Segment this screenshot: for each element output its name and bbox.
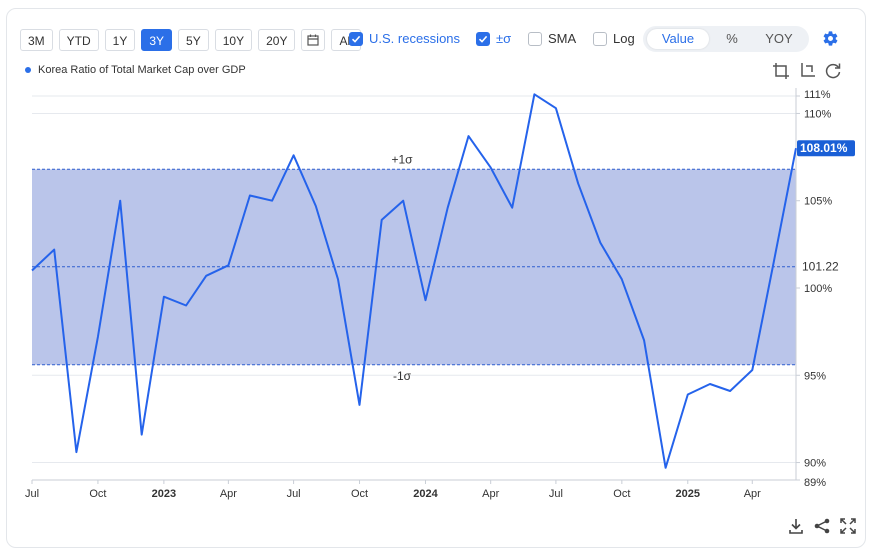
legend-series-name: Korea Ratio of Total Market Cap over GDP <box>38 64 246 76</box>
range-button-10y[interactable]: 10Y <box>214 29 253 51</box>
mode-percent-option[interactable]: % <box>726 31 738 46</box>
sma-checkbox[interactable]: SMA <box>528 31 576 46</box>
chart-tools <box>764 62 842 80</box>
mode-selector: Value % YOY <box>643 26 809 52</box>
range-button-3m[interactable]: 3M <box>20 29 53 51</box>
range-button-ytd[interactable]: YTD <box>58 29 99 51</box>
range-button-5y[interactable]: 5Y <box>178 29 209 51</box>
range-button-20y[interactable]: 20Y <box>258 29 296 51</box>
crop-alt-icon[interactable] <box>798 62 816 80</box>
legend[interactable]: Korea Ratio of Total Market Cap over GDP <box>25 64 246 76</box>
unchecked-box <box>528 31 542 46</box>
mode-value-option[interactable]: Value <box>647 29 709 49</box>
sma-label: SMA <box>548 31 577 46</box>
crop-icon[interactable] <box>772 62 790 80</box>
share-icon[interactable] <box>813 517 831 535</box>
chart-actions <box>779 517 857 535</box>
check-icon <box>349 31 363 46</box>
range-toolbar: 3M YTD 1Y 3Y 5Y 10Y 20Y All <box>20 28 367 52</box>
fullscreen-icon[interactable] <box>839 517 857 535</box>
calendar-icon[interactable] <box>301 29 326 51</box>
download-icon[interactable] <box>787 517 805 535</box>
unchecked-box <box>593 31 607 46</box>
chart-card <box>6 8 866 548</box>
recessions-label: U.S. recessions <box>369 31 461 46</box>
range-button-3y[interactable]: 3Y <box>141 29 173 51</box>
legend-dot <box>25 67 31 73</box>
sigma-label: ±σ <box>496 31 512 46</box>
log-checkbox[interactable]: Log <box>593 31 635 46</box>
recessions-checkbox[interactable]: U.S. recessions <box>349 31 460 46</box>
range-button-1y[interactable]: 1Y <box>104 29 136 51</box>
reset-icon[interactable] <box>824 62 842 80</box>
mode-yoy-option[interactable]: YOY <box>765 31 793 46</box>
gear-icon[interactable] <box>822 30 839 52</box>
sigma-checkbox[interactable]: ±σ <box>476 31 511 46</box>
check-icon <box>476 31 490 46</box>
log-label: Log <box>613 31 635 46</box>
